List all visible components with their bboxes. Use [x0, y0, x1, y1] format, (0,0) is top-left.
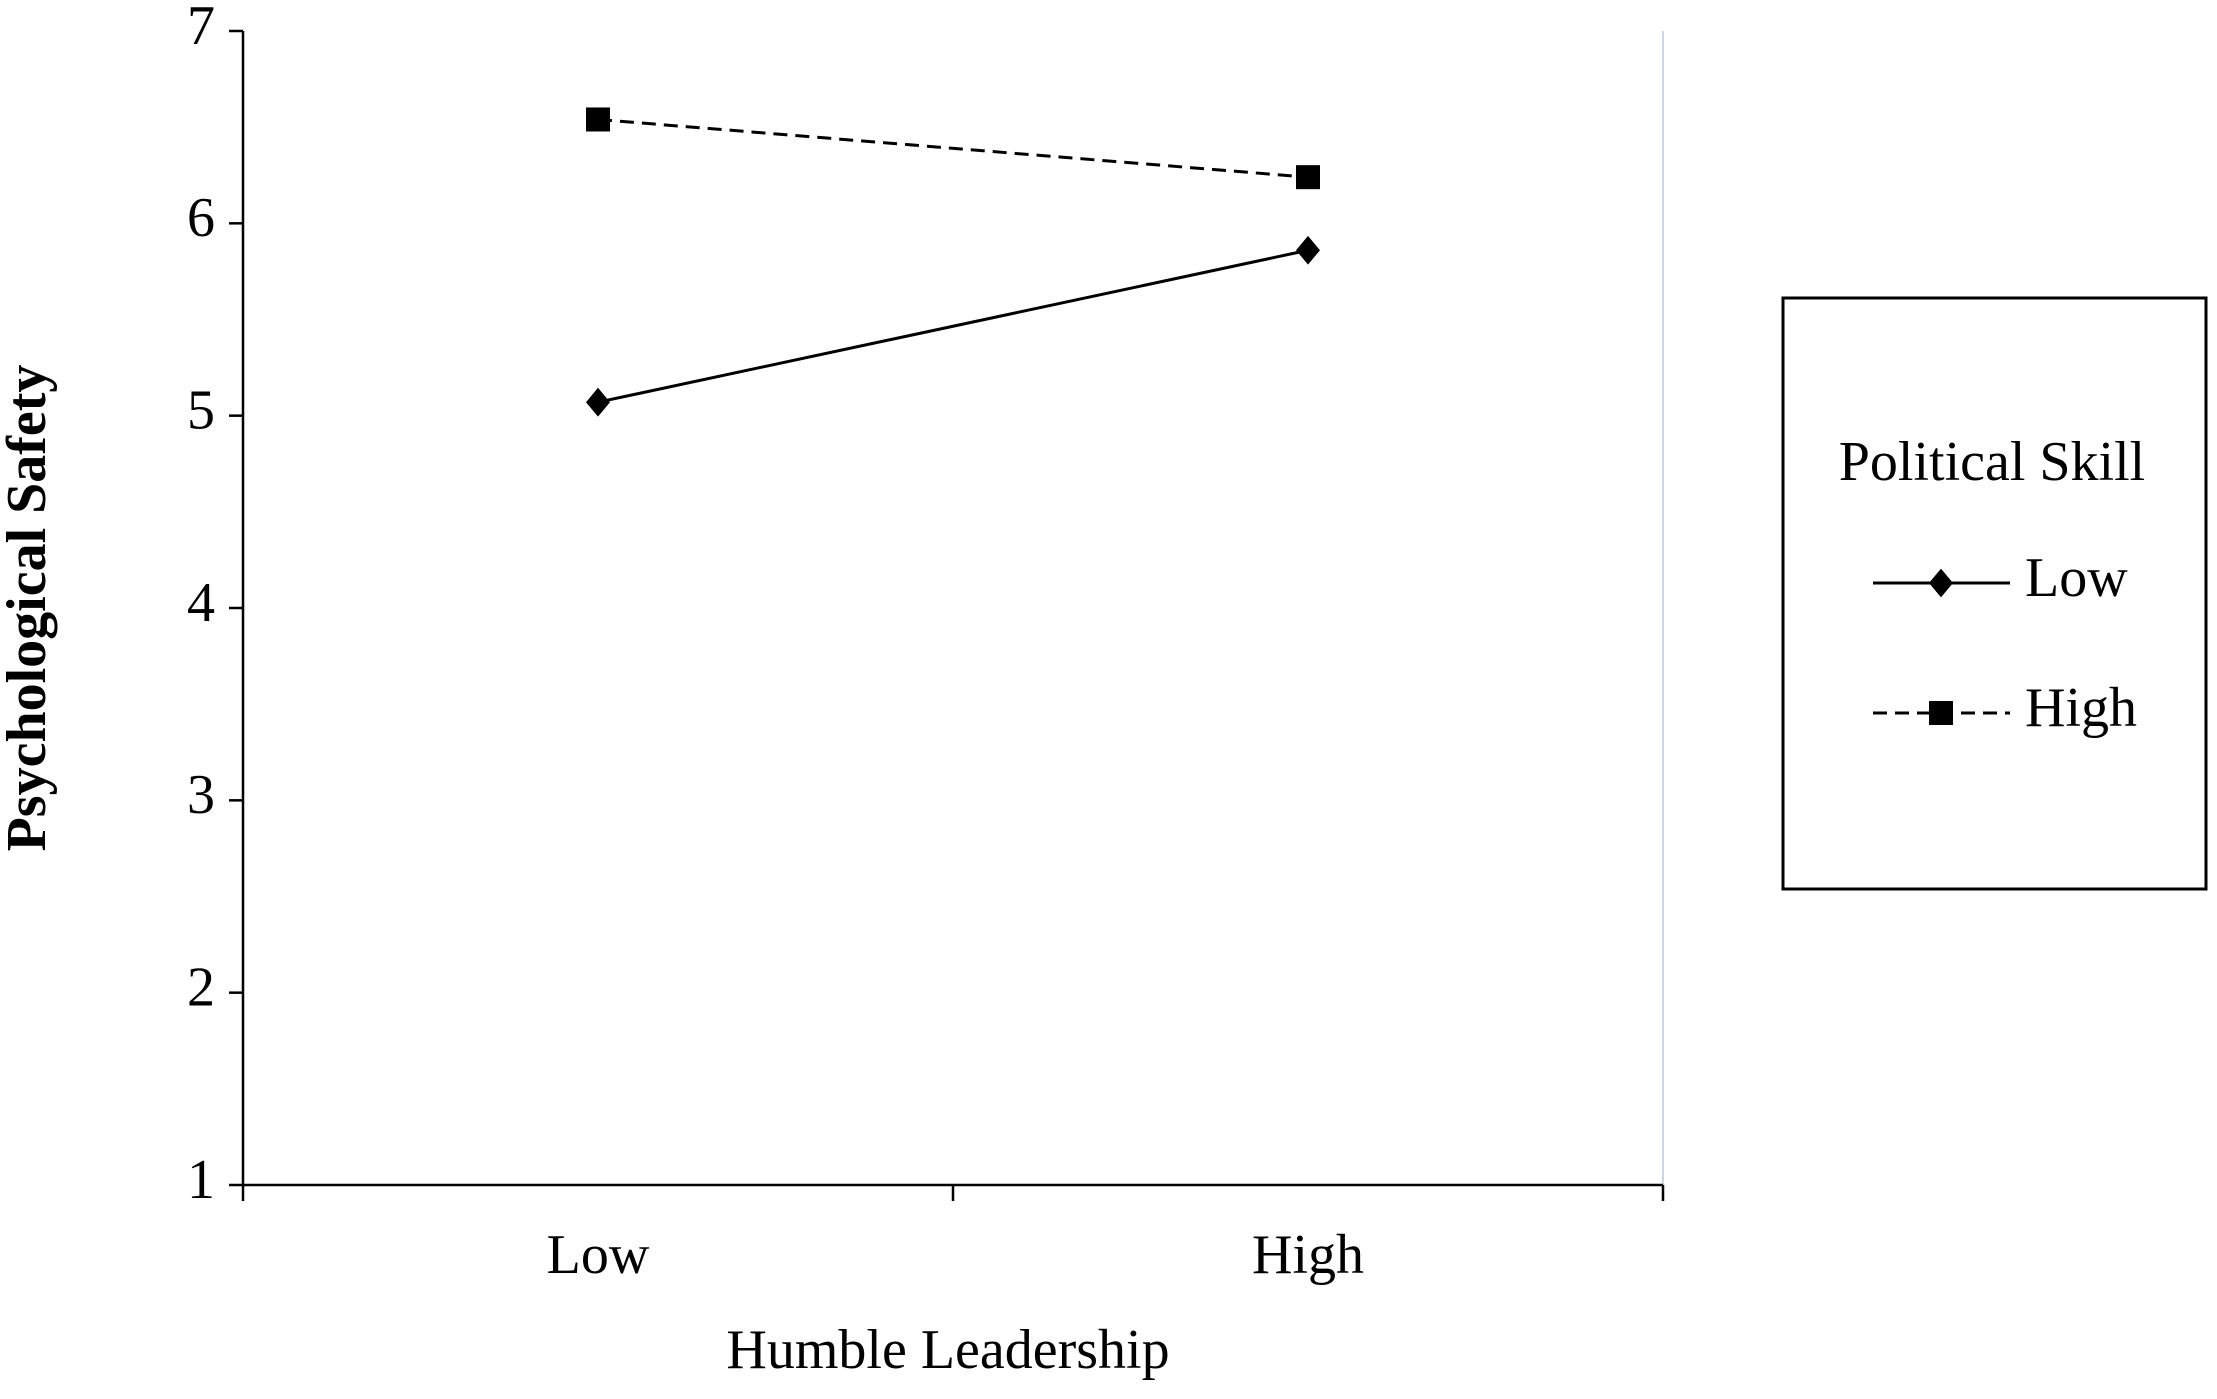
legend-label: Low	[2025, 547, 2128, 609]
series-line	[597, 248, 1309, 404]
y-tick-label: 1	[187, 1149, 215, 1211]
y-tick-label: 4	[187, 572, 215, 634]
marker	[586, 107, 610, 132]
x-tick-label: Low	[547, 1224, 650, 1286]
y-tick-label: 2	[187, 957, 215, 1019]
x-axis-label: Humble Leadership	[726, 1319, 1169, 1381]
legend-title: Political Skill	[1839, 431, 2145, 493]
legend-label: High	[2025, 677, 2137, 739]
y-tick-label: 3	[187, 764, 215, 826]
series-line	[597, 117, 1309, 179]
legend-box	[1781, 296, 2208, 891]
marker	[1929, 568, 1953, 598]
y-tick-label: 6	[187, 187, 215, 249]
marker	[1296, 165, 1320, 190]
y-tick-label: 5	[187, 380, 215, 442]
marker	[1929, 701, 1953, 725]
y-axis-label: Psychological Safety	[0, 365, 58, 852]
x-tick-label: High	[1252, 1224, 1364, 1286]
marker	[586, 387, 610, 417]
y-tick-label: 7	[187, 0, 215, 57]
marker	[1296, 235, 1320, 265]
